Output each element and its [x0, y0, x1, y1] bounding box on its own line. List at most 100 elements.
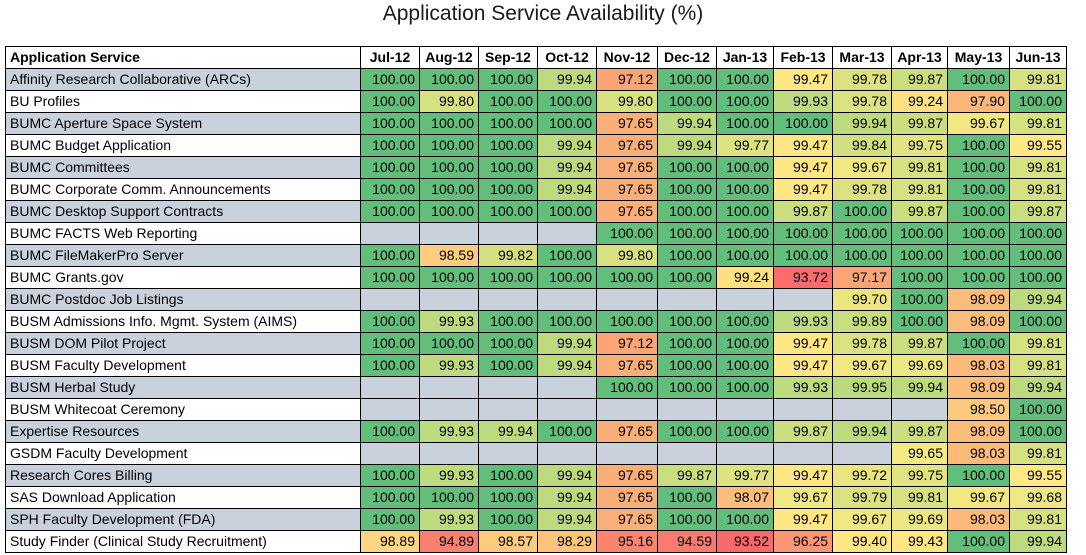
availability-cell: 99.78: [832, 178, 892, 201]
availability-cell: 100.00: [419, 178, 479, 201]
column-header: Mar-13: [832, 46, 892, 69]
availability-cell: [478, 222, 538, 245]
service-name: BUMC FileMakerPro Server: [5, 244, 361, 267]
availability-cell: 100.00: [478, 178, 538, 201]
service-name: BUMC Desktop Support Contracts: [5, 200, 361, 223]
availability-cell: [596, 398, 658, 421]
availability-cell: 99.68: [1009, 486, 1067, 509]
availability-cell: 99.94: [537, 464, 597, 487]
availability-cell: 100.00: [419, 156, 479, 179]
availability-cell: [657, 288, 717, 311]
service-name: BUMC Grants.gov: [5, 266, 361, 289]
availability-cell: 97.65: [596, 112, 658, 135]
availability-cell: 97.65: [596, 508, 658, 531]
availability-cell: 99.67: [947, 486, 1010, 509]
availability-cell: 100.00: [537, 244, 597, 267]
availability-cell: 99.93: [419, 310, 479, 333]
availability-cell: 99.40: [832, 530, 892, 553]
availability-cell: 100.00: [716, 178, 774, 201]
availability-cell: 100.00: [891, 310, 948, 333]
availability-cell: 100.00: [947, 332, 1010, 355]
availability-cell: 100.00: [537, 266, 597, 289]
availability-cell: 100.00: [596, 222, 658, 245]
availability-cell: 99.94: [537, 508, 597, 531]
availability-cell: 98.07: [716, 486, 774, 509]
availability-cell: 99.47: [773, 464, 833, 487]
availability-cell: 100.00: [478, 354, 538, 377]
availability-cell: 99.87: [891, 112, 948, 135]
availability-cell: 100.00: [657, 376, 717, 399]
availability-cell: 100.00: [1009, 310, 1067, 333]
availability-cell: 100.00: [419, 200, 479, 223]
availability-cell: [360, 376, 420, 399]
availability-cell: 99.70: [832, 288, 892, 311]
availability-cell: 93.52: [716, 530, 774, 553]
availability-cell: 100.00: [1009, 90, 1067, 113]
availability-cell: 98.50: [947, 398, 1010, 421]
availability-cell: 99.89: [832, 310, 892, 333]
availability-cell: 100.00: [360, 508, 420, 531]
service-name: Affinity Research Collaborative (ARCs): [5, 68, 361, 91]
availability-cell: 100.00: [360, 112, 420, 135]
availability-cell: 100.00: [1009, 420, 1067, 443]
table-row: BUMC Corporate Comm. Announcements 100.00…: [5, 178, 1067, 201]
availability-cell: 98.03: [947, 354, 1010, 377]
table-row: BUSM DOM Pilot Project 100.00 100.00 100.00…: [5, 332, 1067, 355]
availability-cell: 94.89: [419, 530, 479, 553]
availability-cell: 99.81: [1009, 156, 1067, 179]
availability-cell: 100.00: [478, 486, 538, 509]
availability-cell: 99.47: [773, 68, 833, 91]
availability-cell: 100.00: [657, 266, 717, 289]
availability-cell: 100.00: [891, 222, 948, 245]
column-header: Jul-12: [360, 46, 420, 69]
availability-cell: 100.00: [891, 244, 948, 267]
availability-cell: 100.00: [478, 68, 538, 91]
availability-cell: 99.94: [1009, 530, 1067, 553]
availability-cell: 100.00: [1009, 398, 1067, 421]
service-name: BUSM Admissions Info. Mgmt. System (AIMS…: [5, 310, 361, 333]
availability-cell: [832, 442, 892, 465]
availability-cell: 100.00: [947, 178, 1010, 201]
availability-cell: 99.80: [419, 90, 479, 113]
availability-cell: 99.81: [1009, 68, 1067, 91]
availability-cell: 100.00: [1009, 222, 1067, 245]
availability-cell: 100.00: [716, 332, 774, 355]
availability-cell: 100.00: [716, 376, 774, 399]
table-row: BUMC Committees 100.00 100.00 100.00 99.94 97…: [5, 156, 1067, 179]
service-name: SPH Faculty Development (FDA): [5, 508, 361, 531]
availability-cell: [773, 288, 833, 311]
column-header: Jan-13: [716, 46, 774, 69]
availability-cell: 99.94: [537, 178, 597, 201]
availability-cell: 100.00: [478, 134, 538, 157]
availability-cell: 99.78: [832, 332, 892, 355]
availability-cell: 99.81: [1009, 354, 1067, 377]
availability-cell: 99.94: [1009, 288, 1067, 311]
availability-cell: 100.00: [947, 222, 1010, 245]
availability-cell: 100.00: [360, 486, 420, 509]
availability-cell: 100.00: [947, 464, 1010, 487]
table-row: BU Profiles 100.00 99.80 100.00 100.00 99.80 1…: [5, 90, 1067, 113]
availability-cell: 100.00: [947, 134, 1010, 157]
availability-cell: 98.89: [360, 530, 420, 553]
availability-cell: [478, 376, 538, 399]
service-name: GSDM Faculty Development: [5, 442, 361, 465]
availability-cell: 99.81: [891, 156, 948, 179]
column-header: Apr-13: [891, 46, 948, 69]
availability-cell: 98.03: [947, 442, 1010, 465]
availability-cell: 100.00: [947, 68, 1010, 91]
availability-cell: 97.65: [596, 486, 658, 509]
availability-cell: [478, 442, 538, 465]
availability-cell: 99.93: [419, 464, 479, 487]
table-row: BUMC Budget Application 100.00 100.00 100.0…: [5, 134, 1067, 157]
availability-cell: 100.00: [1009, 244, 1067, 267]
availability-cell: 97.65: [596, 134, 658, 157]
availability-cell: [716, 398, 774, 421]
availability-cell: 99.47: [773, 332, 833, 355]
availability-cell: 100.00: [537, 200, 597, 223]
availability-cell: [537, 442, 597, 465]
service-name: BUMC Aperture Space System: [5, 112, 361, 135]
availability-cell: [419, 442, 479, 465]
availability-cell: 100.00: [360, 200, 420, 223]
availability-cell: 100.00: [478, 508, 538, 531]
column-header: Nov-12: [596, 46, 658, 69]
